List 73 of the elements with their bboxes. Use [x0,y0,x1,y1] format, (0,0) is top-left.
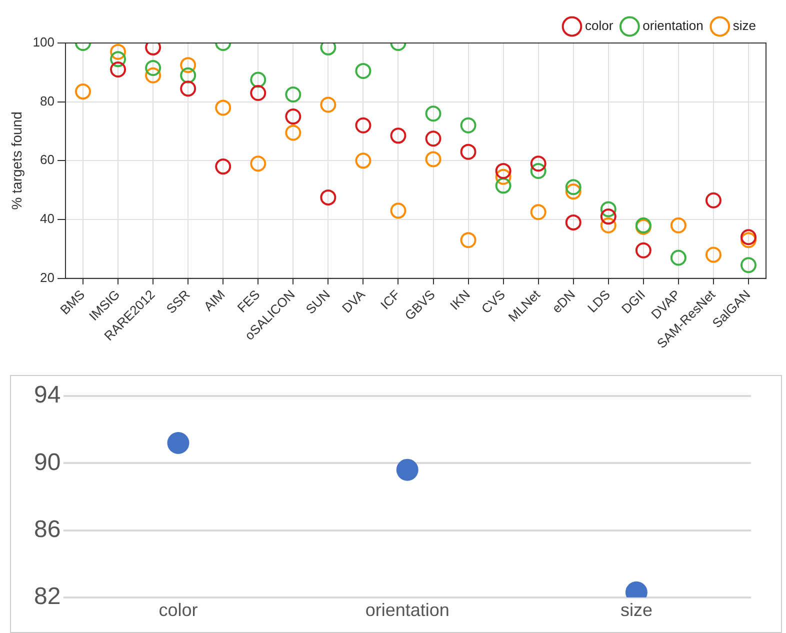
point [530,162,546,179]
point [705,246,722,263]
point [425,106,442,122]
y-tick-label: 20 [40,270,54,285]
point [215,158,232,175]
point [320,96,336,113]
point [460,144,476,160]
y-tick-label: 82 [34,583,61,610]
y-tick-label: 80 [40,93,54,108]
point [250,156,266,172]
point [320,189,336,206]
point [460,117,476,134]
point [75,84,92,100]
point [167,432,190,454]
point [180,67,196,84]
point [285,108,302,125]
point [355,62,372,79]
point [145,60,162,76]
point [110,61,126,78]
y-tick-label: 40 [40,211,54,226]
point [355,152,372,169]
y-tick-label: 90 [34,448,61,476]
point [565,214,582,230]
point [390,202,406,219]
point [670,217,686,234]
point [740,229,756,246]
x-tick-label: size [620,600,652,620]
y-axis-title: % targets found [8,112,24,210]
point [180,57,196,74]
y-tick-label: 100 [32,34,54,50]
x-tick-label: color [158,600,198,620]
point [285,86,302,102]
point [600,217,616,234]
point [670,250,686,266]
point [495,178,512,194]
point [635,242,652,258]
point [285,124,302,141]
point [565,184,582,200]
x-tick-label: DVA [339,286,368,316]
y-tick-label: 86 [34,516,61,543]
point [110,51,126,68]
x-tick-label: IKN [447,286,473,313]
legend-label: color [584,18,614,34]
point [180,80,196,97]
point [530,156,546,172]
x-tick-label: ICF [377,286,403,312]
point [110,44,126,60]
point [250,72,266,88]
x-tick-label: LDS [584,286,614,316]
point [530,204,546,220]
x-tick-label: CVS [478,286,508,316]
point [396,458,418,481]
legend-label: orientation [642,18,704,34]
x-tick-label: orientation [365,600,450,620]
point [390,128,406,144]
point [215,100,232,116]
point [740,232,756,248]
point [145,67,162,84]
point [600,201,616,218]
point [250,85,266,102]
point [355,117,372,134]
point [425,151,442,168]
y-tick-label: 94 [34,382,61,409]
point [495,168,512,185]
point [705,192,722,208]
y-tick-label: 60 [40,152,54,168]
point [460,232,476,248]
point [565,179,582,196]
legend-label: size [732,18,756,34]
point [600,208,616,225]
point [740,257,756,274]
point [495,162,512,179]
point [425,130,442,147]
